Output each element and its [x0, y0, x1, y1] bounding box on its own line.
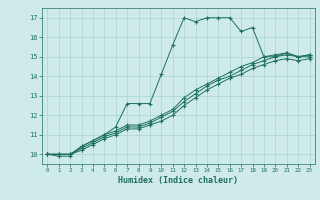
X-axis label: Humidex (Indice chaleur): Humidex (Indice chaleur) — [118, 176, 238, 185]
